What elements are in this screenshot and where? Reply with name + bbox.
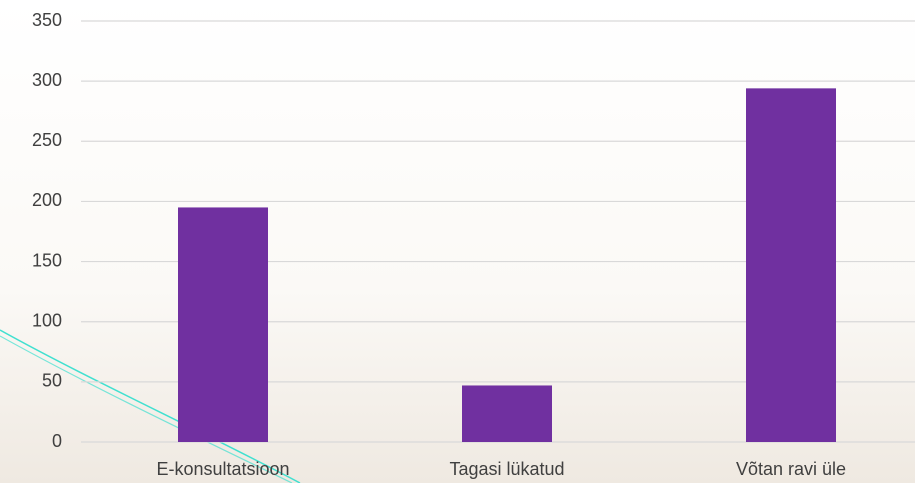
x-tick-label: Tagasi lükatud xyxy=(449,459,564,479)
bar xyxy=(462,385,552,442)
bar xyxy=(178,207,268,442)
y-tick-label: 300 xyxy=(32,70,62,90)
y-tick-label: 50 xyxy=(42,371,62,391)
y-tick-label: 0 xyxy=(52,431,62,451)
y-tick-label: 150 xyxy=(32,250,62,270)
x-tick-label: E-konsultatsioon xyxy=(156,459,289,479)
decoration xyxy=(0,335,293,483)
y-tick-label: 100 xyxy=(32,310,62,330)
x-tick-label: Võtan ravi üle xyxy=(736,459,846,479)
bar xyxy=(746,88,836,443)
y-tick-label: 350 xyxy=(32,10,62,30)
y-tick-label: 200 xyxy=(32,190,62,210)
y-tick-label: 250 xyxy=(32,130,62,150)
decoration xyxy=(0,329,301,483)
